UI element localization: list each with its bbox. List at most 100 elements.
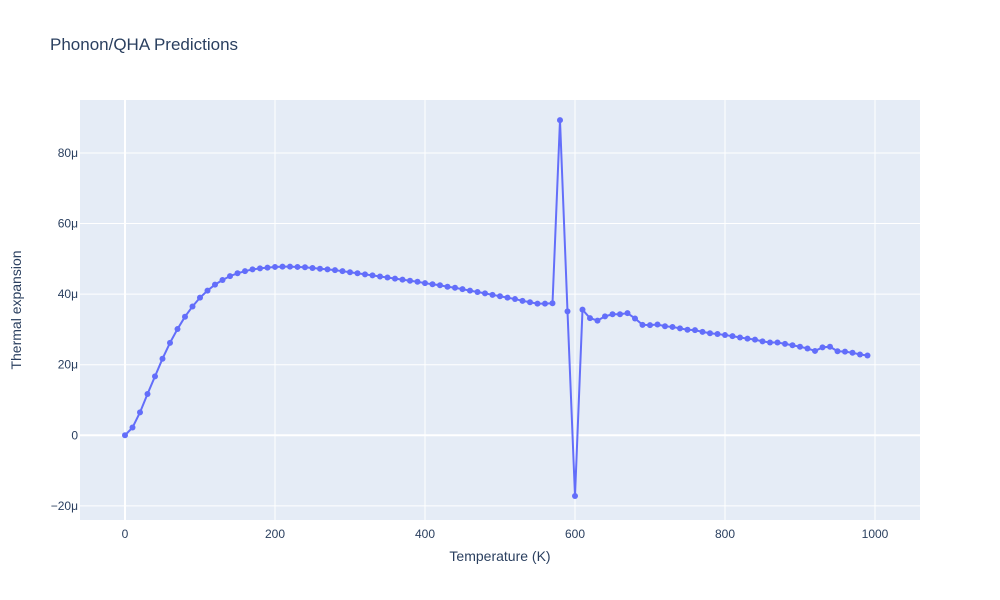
data-point [857,351,863,358]
data-point [384,274,391,281]
data-point [834,348,841,355]
data-point [842,348,848,355]
data-point [317,265,323,272]
data-point [377,273,383,280]
data-point [242,268,248,275]
data-point [144,391,151,397]
data-point [699,328,706,335]
data-point [684,326,691,333]
y-tick-label: 80μ [58,146,78,160]
data-point [564,308,571,315]
data-point [152,373,158,380]
data-point [482,290,488,297]
data-point [294,263,301,270]
data-point [542,300,548,307]
data-point [827,343,833,350]
data-point [219,277,226,283]
data-point [639,321,646,328]
data-point [624,310,631,317]
data-point [444,283,451,290]
x-tick-label: 600 [565,527,585,541]
data-point [422,280,428,287]
x-tick-label: 1000 [862,527,889,541]
data-point [497,293,503,300]
data-point [287,263,293,270]
data-point [767,339,773,346]
data-point [849,349,856,356]
x-tick-label: 400 [415,527,435,541]
data-point [654,321,661,328]
x-tick-label: 200 [265,527,285,541]
data-point [782,340,788,347]
data-point [272,263,278,270]
series-markers [122,117,871,499]
y-tick-label: 0 [71,428,78,442]
data-point [602,313,608,320]
series-line [124,120,868,497]
data-point [437,282,443,289]
data-point [302,264,308,271]
data-point [429,281,436,288]
data-point [257,265,263,272]
data-point [797,343,803,350]
x-tick-label: 0 [122,527,129,541]
data-point [609,311,616,318]
data-point [129,424,136,431]
data-point [632,315,638,322]
data-point [362,271,368,278]
data-point [234,270,241,277]
data-point [452,284,458,291]
data-point [572,493,578,499]
y-axis-ticks: −20μ 0 20μ 40μ 60μ 80μ [51,146,79,513]
data-point [159,355,166,362]
data-point [512,296,518,303]
data-point [669,323,676,330]
data-point [264,264,271,271]
data-point [722,332,728,339]
data-point [864,352,871,359]
chart-title: Phonon/QHA Predictions [50,35,238,54]
data-point [752,336,758,343]
data-point [677,325,683,332]
data-point [789,342,796,349]
data-point [692,327,698,334]
data-point [347,269,353,276]
y-tick-label: 60μ [58,217,78,231]
data-point [137,409,143,416]
data-point [182,313,188,320]
data-point [392,275,398,282]
data-point [549,300,556,307]
data-point [557,117,563,124]
gridlines [80,100,920,520]
data-point [737,334,743,341]
data-point [122,432,128,439]
x-axis-ticks: 0 200 400 600 800 1000 [122,527,889,541]
data-point [414,278,421,285]
data-point [279,263,286,270]
x-tick-label: 800 [715,527,735,541]
y-tick-label: 40μ [58,287,78,301]
data-point [354,270,361,277]
y-tick-label: −20μ [51,499,78,513]
data-point [369,272,376,279]
data-point [774,339,781,346]
data-point [399,276,406,283]
data-point [819,344,826,351]
data-point [759,338,766,345]
data-point [812,347,818,354]
data-point [504,294,511,301]
x-axis-title: Temperature (K) [449,548,550,564]
data-point [579,306,586,313]
data-point [174,326,181,333]
data-point [662,323,668,330]
data-point [407,277,413,284]
data-point [647,322,653,329]
data-point [534,300,541,307]
y-axis-title: Thermal expansion [8,250,24,369]
data-point [339,268,346,275]
data-point [249,266,256,273]
data-point [204,287,211,294]
data-point [707,330,713,337]
data-point [459,286,466,293]
